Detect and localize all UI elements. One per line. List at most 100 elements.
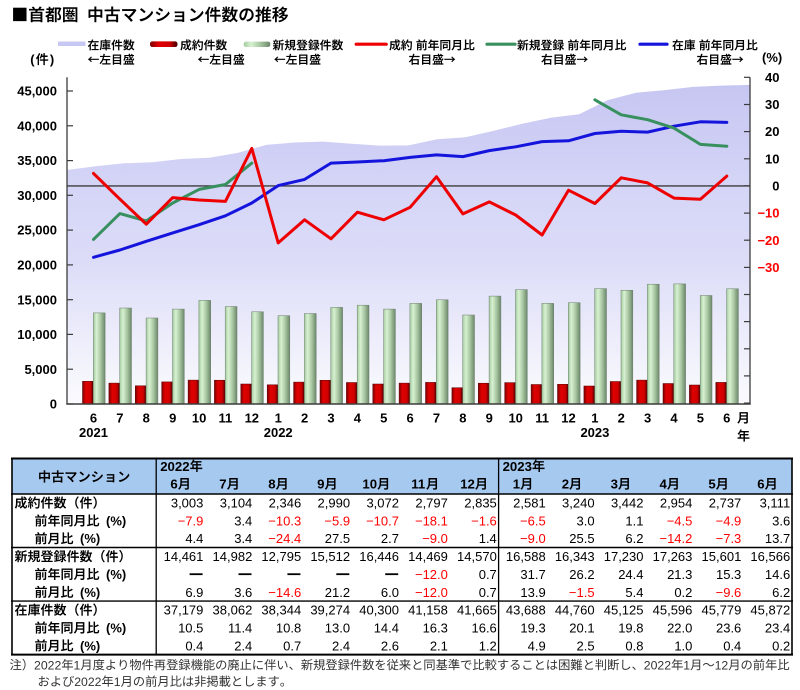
svg-text:10: 10 [362, 477, 377, 492]
svg-text:40,300: 40,300 [359, 603, 399, 618]
svg-text:3,240: 3,240 [562, 496, 595, 511]
svg-text:45,779: 45,779 [702, 603, 742, 618]
svg-text:44,760: 44,760 [555, 603, 595, 618]
svg-text:12: 12 [561, 411, 575, 426]
svg-text:4.9: 4.9 [528, 638, 546, 653]
svg-text:3.6: 3.6 [234, 585, 252, 600]
svg-text:1.1: 1.1 [625, 513, 643, 528]
svg-text:3.4: 3.4 [234, 513, 252, 528]
svg-text:12,795: 12,795 [261, 549, 301, 564]
svg-text:2,581: 2,581 [513, 496, 546, 511]
svg-text:30,000: 30,000 [17, 188, 57, 203]
svg-text:11.4: 11.4 [228, 621, 252, 636]
svg-text:1: 1 [275, 411, 282, 426]
svg-text:3: 3 [644, 411, 651, 426]
svg-text:31.7: 31.7 [520, 567, 545, 582]
svg-text:20.1: 20.1 [569, 621, 594, 636]
svg-text:3,003: 3,003 [171, 496, 204, 511]
svg-text:−7.9: −7.9 [178, 513, 204, 528]
svg-text:−12.0: −12.0 [415, 585, 448, 600]
svg-text:10: 10 [508, 411, 522, 426]
svg-text:10.5: 10.5 [178, 621, 203, 636]
svg-text:−30: −30 [757, 260, 779, 275]
svg-text:0.4: 0.4 [723, 638, 741, 653]
svg-text:2.6: 2.6 [381, 638, 399, 653]
svg-text:0: 0 [50, 397, 57, 412]
svg-text:2022: 2022 [264, 425, 293, 440]
svg-text:−10.3: −10.3 [268, 513, 301, 528]
svg-text:2022: 2022 [160, 459, 189, 474]
svg-text:2021: 2021 [79, 425, 108, 440]
svg-text:6.0: 6.0 [381, 585, 399, 600]
svg-text:0.7: 0.7 [479, 585, 497, 600]
svg-text:12: 12 [460, 477, 475, 492]
svg-text:40,000: 40,000 [17, 118, 57, 133]
svg-text:5: 5 [708, 477, 715, 492]
svg-text:37,179: 37,179 [164, 603, 204, 618]
svg-text:1.0: 1.0 [674, 638, 692, 653]
svg-text:13.0: 13.0 [325, 621, 350, 636]
svg-text:−4.9: −4.9 [716, 513, 742, 528]
svg-text:0.7: 0.7 [479, 567, 497, 582]
svg-text:5: 5 [697, 411, 704, 426]
svg-text:−12.0: −12.0 [415, 567, 448, 582]
svg-text:15,000: 15,000 [17, 292, 57, 307]
svg-text:9: 9 [486, 411, 493, 426]
svg-text:1: 1 [74, 658, 81, 672]
svg-text:38,344: 38,344 [261, 603, 301, 618]
svg-text:2,797: 2,797 [415, 496, 448, 511]
svg-text:7: 7 [116, 411, 123, 426]
svg-text:19.8: 19.8 [618, 621, 643, 636]
svg-text:−20: −20 [757, 233, 779, 248]
svg-text:0.2: 0.2 [772, 638, 790, 653]
svg-text:15.3: 15.3 [716, 567, 741, 582]
svg-text:3: 3 [611, 477, 618, 492]
svg-text:9: 9 [317, 477, 324, 492]
svg-text:0.8: 0.8 [625, 638, 643, 653]
svg-text:4: 4 [660, 477, 668, 492]
svg-text:1.2: 1.2 [479, 638, 497, 653]
svg-text:6: 6 [90, 411, 97, 426]
svg-text:41,158: 41,158 [408, 603, 448, 618]
svg-text:3: 3 [327, 411, 334, 426]
svg-text:14,570: 14,570 [457, 549, 497, 564]
svg-text:−10: −10 [757, 206, 779, 221]
svg-text:20: 20 [765, 124, 779, 139]
svg-text:2,954: 2,954 [660, 496, 693, 511]
svg-text:−1.6: −1.6 [471, 513, 497, 528]
svg-text:35,000: 35,000 [17, 153, 57, 168]
svg-text:5: 5 [380, 411, 387, 426]
svg-text:−9.0: −9.0 [520, 531, 546, 546]
svg-text:2: 2 [618, 411, 625, 426]
svg-text:13.7: 13.7 [765, 531, 790, 546]
svg-text:−6.5: −6.5 [520, 513, 546, 528]
svg-text:3,111: 3,111 [760, 496, 791, 511]
svg-text:30: 30 [765, 97, 779, 112]
svg-text:10: 10 [765, 151, 779, 166]
svg-text:12: 12 [245, 411, 259, 426]
svg-text:2: 2 [562, 477, 569, 492]
svg-text:(%): (%) [762, 50, 782, 65]
svg-text:): ) [50, 52, 54, 67]
svg-text:6: 6 [757, 477, 764, 492]
svg-text:(%): (%) [80, 531, 100, 546]
svg-text:(%): (%) [106, 567, 126, 582]
svg-text:14.6: 14.6 [765, 567, 790, 582]
svg-text:23.4: 23.4 [765, 621, 790, 636]
svg-text:−5.9: −5.9 [324, 513, 350, 528]
svg-text:5.4: 5.4 [625, 585, 643, 600]
svg-text:5,000: 5,000 [24, 362, 57, 377]
svg-text:23.6: 23.6 [716, 621, 741, 636]
svg-text:−9.6: −9.6 [716, 585, 742, 600]
svg-text:27.5: 27.5 [325, 531, 350, 546]
svg-text:17,263: 17,263 [653, 549, 693, 564]
svg-text:2.4: 2.4 [234, 638, 252, 653]
svg-text:21.2: 21.2 [325, 585, 350, 600]
svg-text:6.2: 6.2 [625, 531, 643, 546]
svg-text:(%): (%) [106, 513, 126, 528]
svg-text:45,596: 45,596 [653, 603, 693, 618]
svg-text:8: 8 [143, 411, 150, 426]
svg-text:2,835: 2,835 [464, 496, 497, 511]
svg-text:2,990: 2,990 [318, 496, 351, 511]
svg-text:4: 4 [354, 411, 362, 426]
